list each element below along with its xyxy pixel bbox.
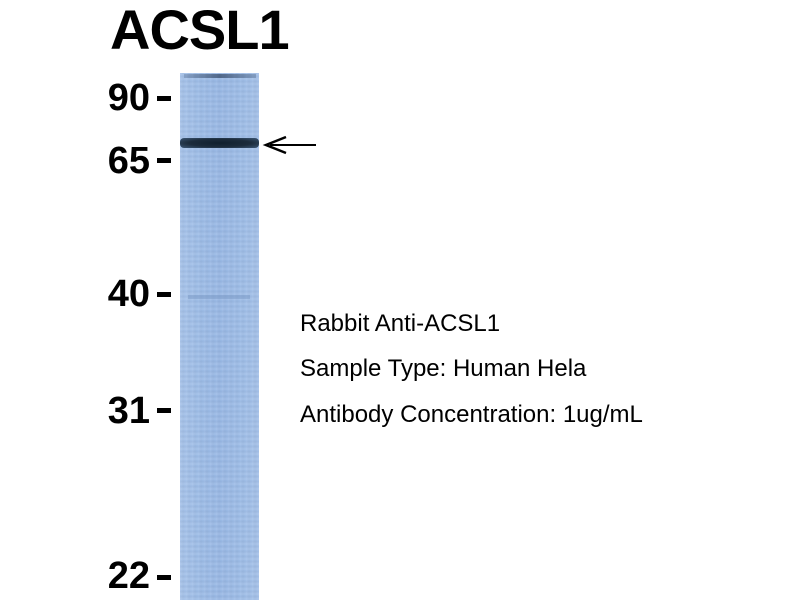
target-band	[180, 138, 259, 148]
marker-label-40: 40	[107, 273, 150, 315]
marker-tick-31	[157, 408, 171, 413]
lane-texture	[180, 73, 259, 600]
antibody-label: Rabbit Anti-ACSL1	[300, 310, 501, 337]
marker-label-31: 31	[107, 390, 150, 432]
marker-tick-65	[157, 158, 171, 163]
marker-tick-90	[157, 96, 171, 101]
marker-label-90: 90	[107, 77, 150, 119]
marker-label-65: 65	[107, 140, 150, 182]
faint-band	[188, 295, 250, 299]
blot-lane	[180, 73, 259, 600]
marker-label-22: 22	[107, 555, 150, 597]
left-arrow-icon	[262, 133, 318, 162]
marker-tick-40	[157, 292, 171, 297]
faint-top-band	[184, 74, 256, 78]
concentration-label: Antibody Concentration: 1ug/mL	[300, 401, 643, 428]
sample-type-label: Sample Type: Human Hela	[300, 355, 587, 382]
marker-tick-22	[157, 575, 171, 580]
blot-title: ACSL1	[110, 0, 290, 61]
